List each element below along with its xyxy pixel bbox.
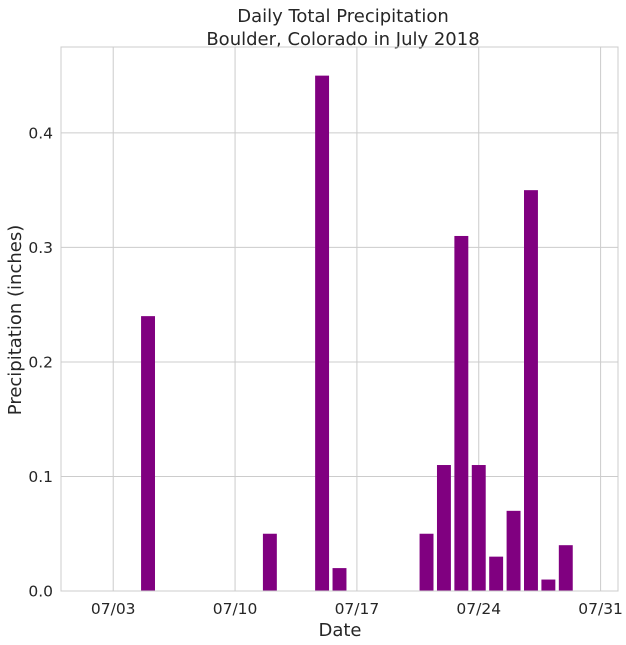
y-axis-label: Precipitation (inches) [5,225,26,415]
x-tick-labels: 07/03 07/10 07/17 07/24 07/31 [91,600,623,618]
y-tick-label: 0.0 [28,583,53,601]
x-tick-label: 07/17 [335,600,380,618]
precipitation-bar [262,533,277,591]
y-tick-label: 0.3 [28,239,53,257]
x-tick-label: 07/03 [91,600,136,618]
precipitation-bar [558,545,573,591]
precipitation-bar [506,510,521,591]
plot-frame [60,46,619,592]
x-axis-label: Date [318,620,361,641]
chart-title: Daily Total Precipitation [237,6,449,27]
precipitation-bar [419,533,434,591]
y-tick-label: 0.4 [28,124,53,142]
precipitation-bar [471,465,486,591]
x-tick-label: 07/24 [456,600,501,618]
precipitation-bar [315,75,330,591]
y-tick-label: 0.1 [28,468,53,486]
x-tick-label: 07/10 [213,600,258,618]
precipitation-bar [436,465,451,591]
bars [141,75,573,591]
x-tick-label: 07/31 [578,600,623,618]
precipitation-bar [541,579,556,591]
chart-subtitle: Boulder, Colorado in July 2018 [206,29,479,50]
precipitation-bar [489,556,504,591]
precipitation-bar [524,190,538,591]
y-tick-labels: 0.0 0.1 0.2 0.3 0.4 [28,124,53,600]
precipitation-bar [454,235,469,591]
precipitation-bar [332,568,347,591]
precipitation-bar [141,316,155,591]
y-tick-label: 0.2 [28,353,53,371]
